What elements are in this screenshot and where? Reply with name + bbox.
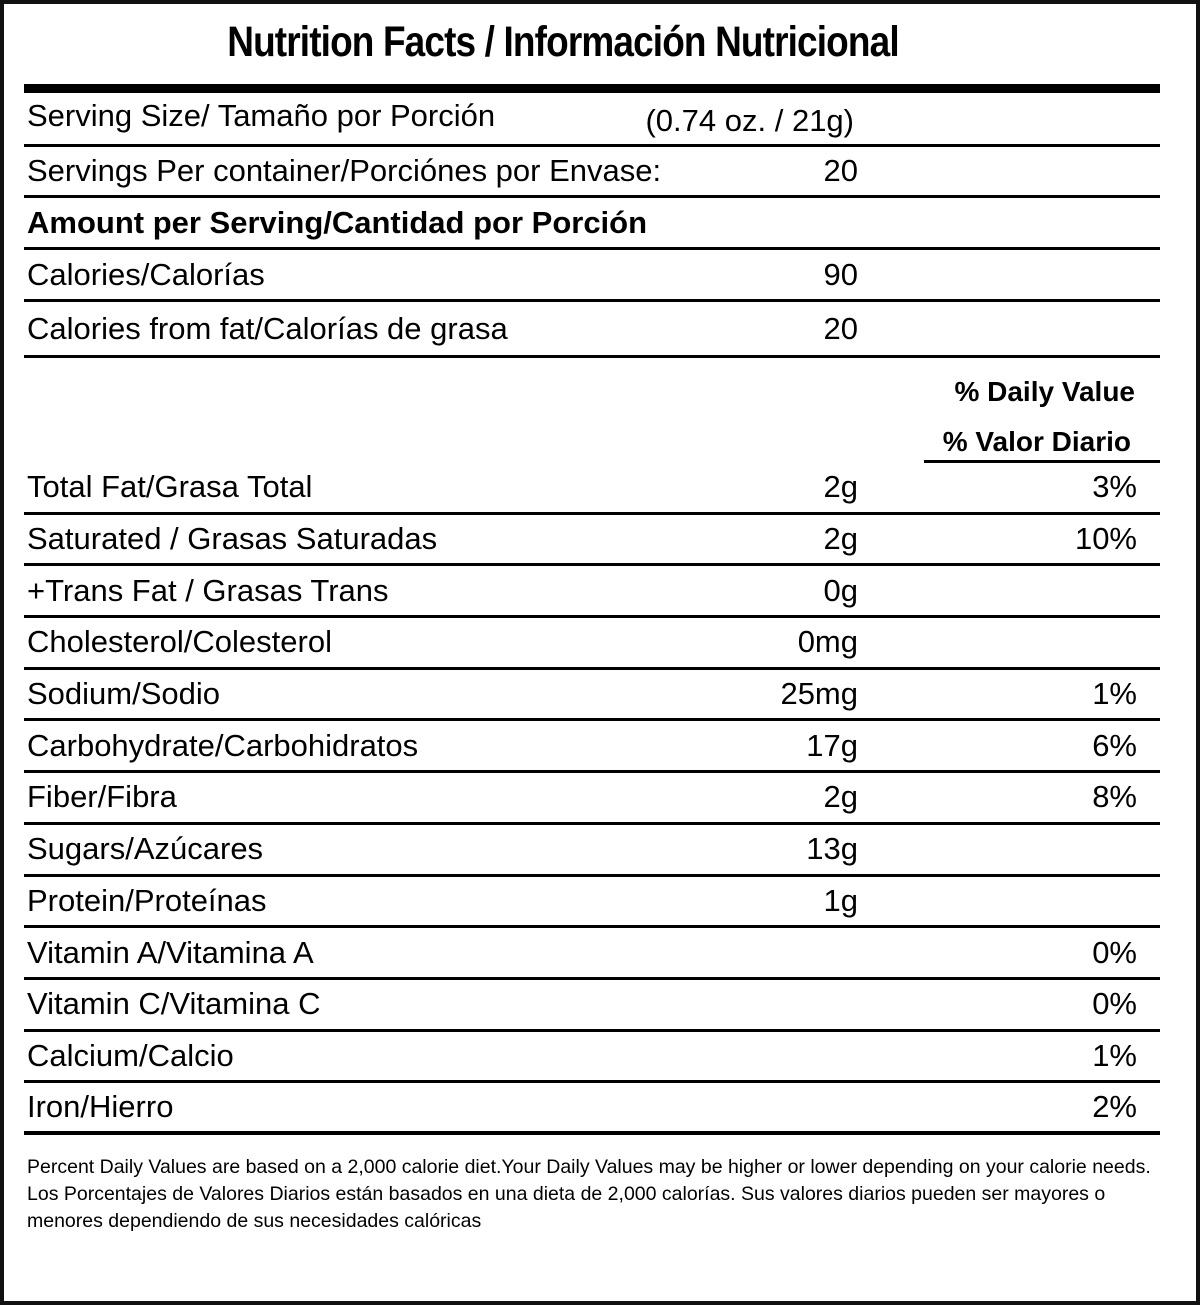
nutrient-daily-value: 0% <box>1092 986 1137 1022</box>
nutrient-amount: 17g <box>806 727 858 763</box>
nutrient-label: Carbohydrate/Carbohidratos <box>27 727 419 763</box>
serving-size-value: (0.74 oz. / 21g) <box>645 102 854 138</box>
nutrient-daily-value: 3% <box>1092 469 1137 505</box>
nutrient-amount: 2g <box>823 521 858 557</box>
servings-per-container-row: Servings Per container/Porciónes por Env… <box>24 147 1160 198</box>
nutrient-label: Calcium/Calcio <box>27 1037 234 1073</box>
nutrient-row: Fiber/Fibra 2g 8% <box>24 773 1160 825</box>
nutrient-label: Sodium/Sodio <box>27 676 221 712</box>
nutrient-daily-value: 2% <box>1092 1089 1137 1125</box>
calories-value: 90 <box>823 256 858 292</box>
nutrient-row: Carbohydrate/Carbohidratos 17g 6% <box>24 721 1160 774</box>
amount-per-serving-heading: Amount per Serving/Cantidad por Porción <box>27 204 648 240</box>
nutrient-amount: 2g <box>823 469 858 505</box>
nutrient-label: +Trans Fat / Grasas Trans <box>27 572 389 608</box>
daily-value-header-en: % Daily Value <box>954 376 1135 407</box>
nutrient-daily-value: 8% <box>1092 779 1137 815</box>
amount-per-serving-row: Amount per Serving/Cantidad por Porción <box>24 198 1160 250</box>
nutrient-label: Sugars/Azúcares <box>27 831 264 867</box>
nutrient-label: Total Fat/Grasa Total <box>27 469 313 505</box>
nutrient-label: Protein/Proteínas <box>27 882 267 918</box>
nutrient-row: Vitamin C/Vitamina C 0% <box>24 980 1160 1032</box>
nutrient-daily-value: 1% <box>1092 676 1137 712</box>
calories-from-fat-label: Calories from fat/Calorías de grasa <box>27 310 508 346</box>
nutrient-row: Cholesterol/Colesterol 0mg <box>24 618 1160 670</box>
nutrient-amount: 1g <box>823 882 858 918</box>
label-title: Nutrition Facts / Información Nutriciona… <box>227 18 899 66</box>
nutrient-amount: 0g <box>823 572 858 608</box>
nutrient-daily-value: 1% <box>1092 1037 1137 1073</box>
nutrient-row: Protein/Proteínas 1g <box>24 877 1160 929</box>
calories-label: Calories/Calorías <box>27 256 265 292</box>
nutrient-row: Iron/Hierro 2% <box>24 1083 1160 1136</box>
calories-row: Calories/Calorías 90 <box>24 250 1160 302</box>
calories-from-fat-row: Calories from fat/Calorías de grasa 20 <box>24 302 1160 358</box>
calories-from-fat-value: 20 <box>823 310 858 346</box>
nutrient-row: Total Fat/Grasa Total 2g 3% <box>24 463 1160 515</box>
nutrient-row: Sodium/Sodio 25mg 1% <box>24 670 1160 722</box>
thick-divider <box>24 84 1160 93</box>
nutrient-label: Vitamin A/Vitamina A <box>27 934 314 970</box>
nutrient-row: Saturated / Grasas Saturadas 2g 10% <box>24 515 1160 567</box>
servings-per-container-value: 20 <box>823 153 858 188</box>
nutrient-amount: 25mg <box>780 676 858 712</box>
nutrient-row: Sugars/Azúcares 13g <box>24 825 1160 877</box>
serving-size-row: Serving Size/ Tamaño por Porción (0.74 o… <box>24 93 1160 147</box>
nutrient-daily-value: 0% <box>1092 934 1137 970</box>
nutrient-label: Saturated / Grasas Saturadas <box>27 521 438 557</box>
nutrient-amount: 0mg <box>797 624 858 660</box>
serving-size-label: Serving Size/ Tamaño por Porción <box>27 97 496 133</box>
nutrient-label: Iron/Hierro <box>27 1089 174 1125</box>
footnote-en: Percent Daily Values are based on a 2,00… <box>27 1156 1151 1178</box>
nutrient-label: Cholesterol/Colesterol <box>27 624 332 660</box>
daily-value-header: % Daily Value % Valor Diario <box>924 358 1160 463</box>
nutrition-table: Serving Size/ Tamaño por Porción (0.74 o… <box>24 93 1160 1136</box>
daily-value-header-es: % Valor Diario <box>942 426 1131 457</box>
nutrient-daily-value: 6% <box>1092 727 1137 763</box>
nutrient-amount: 13g <box>806 831 858 867</box>
nutrient-daily-value: 10% <box>1074 521 1137 557</box>
nutrient-row: Calcium/Calcio 1% <box>24 1032 1160 1084</box>
nutrient-label: Vitamin C/Vitamina C <box>27 986 321 1022</box>
nutrient-label: Fiber/Fibra <box>27 779 177 815</box>
nutrient-row: +Trans Fat / Grasas Trans 0g <box>24 566 1160 619</box>
nutrient-amount: 2g <box>823 779 858 815</box>
servings-per-container-label: Servings Per container/Porciónes por Env… <box>27 153 662 188</box>
footnote: Percent Daily Values are based on a 2,00… <box>27 1154 1167 1235</box>
nutrient-row: Vitamin A/Vitamina A 0% <box>24 928 1160 980</box>
footnote-es: Los Porcentajes de Valores Diarios están… <box>27 1183 1106 1232</box>
